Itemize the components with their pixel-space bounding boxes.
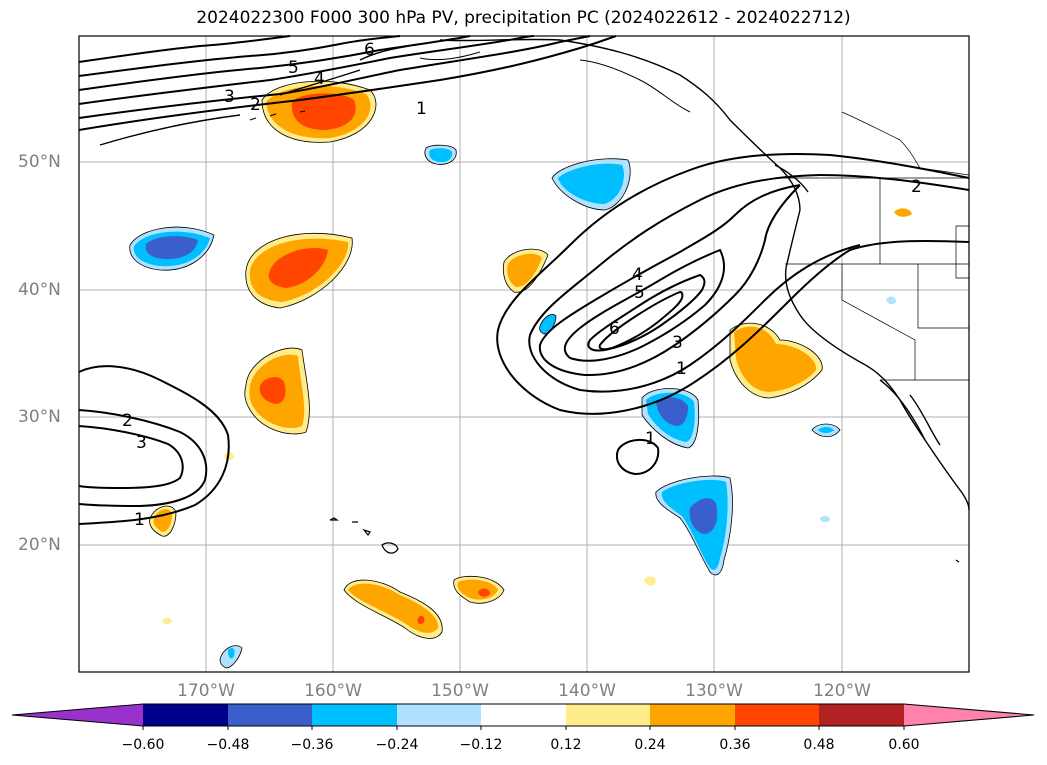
- pv-contour: [78, 35, 535, 105]
- colorbar-tick-label: −0.12: [459, 737, 503, 753]
- precip-shading: [129, 81, 912, 668]
- lon-label: 160°W: [304, 681, 362, 701]
- colorbar-tick-label: 0.36: [719, 737, 751, 753]
- contour-label: 6: [609, 319, 620, 339]
- colorbar-segment: [819, 704, 904, 726]
- contour-label: 5: [634, 283, 645, 303]
- contour-label: 1: [676, 359, 687, 379]
- colorbar: [11, 703, 1035, 730]
- colorbar-segment: [481, 704, 566, 726]
- pv-contour: [563, 248, 725, 362]
- precip-positive-area: [644, 576, 656, 586]
- map-title: 2024022300 F000 300 hPa PV, precipitatio…: [196, 8, 851, 28]
- lat-label: 40°N: [18, 280, 61, 300]
- contour-label: 3: [136, 433, 147, 453]
- contour-label: 4: [314, 69, 325, 89]
- contour-label: 1: [645, 429, 656, 449]
- pv-contour: [598, 290, 684, 351]
- lat-label: 50°N: [18, 152, 61, 172]
- pv-contour: [78, 409, 208, 508]
- colorbar-tick-label: 0.48: [803, 737, 835, 753]
- contour-label: 2: [250, 95, 261, 115]
- precip-positive-area: [478, 588, 490, 597]
- pv-contour: [496, 152, 970, 415]
- contour-label: 5: [288, 58, 299, 78]
- lat-label: 20°N: [18, 535, 61, 555]
- plot-frame: [78, 35, 970, 673]
- political-borders: [780, 111, 970, 381]
- pv-contour: [78, 35, 617, 131]
- plot-area: 6 5 4 3 2 1 2 3 1 4 5 6 3 1 1 2: [78, 35, 970, 673]
- precip-positive-area: [734, 326, 817, 392]
- lon-label: 120°W: [813, 681, 871, 701]
- contour-label: 3: [224, 87, 235, 107]
- colorbar-segment: [312, 704, 397, 726]
- pv-contour: [78, 365, 230, 525]
- contour-label: 4: [632, 265, 643, 285]
- lon-label: 170°W: [177, 681, 235, 701]
- lon-label: 150°W: [431, 681, 489, 701]
- precip-negative-area: [429, 148, 453, 163]
- precip-negative-area: [539, 314, 556, 334]
- lon-label: 130°W: [685, 681, 743, 701]
- colorbar-extend-min: [12, 704, 143, 726]
- precip-positive-area: [268, 248, 328, 288]
- pv-contours: [78, 35, 970, 525]
- precip-negative-area: [689, 498, 718, 534]
- colorbar-segment: [397, 704, 481, 726]
- precip-positive-area: [162, 617, 172, 625]
- colorbar-tick-label: −0.60: [121, 737, 165, 753]
- colorbar-extend-max: [904, 704, 1034, 726]
- pv-contour: [538, 184, 801, 377]
- precip-positive-area: [507, 253, 542, 288]
- colorbar-segment: [228, 704, 312, 726]
- contour-labels: 6 5 4 3 2 1 2 3 1 4 5 6 3 1 1 2: [122, 40, 922, 530]
- pv-contour: [78, 35, 291, 63]
- precip-outlines: [129, 80, 841, 669]
- colorbar-tick-label: 0.12: [550, 737, 582, 753]
- colorbar-segment: [650, 704, 735, 726]
- colorbar-tick-label: 0.60: [888, 737, 920, 753]
- contour-label: 1: [134, 510, 145, 530]
- precip-negative-area: [145, 236, 198, 260]
- precip-negative-area: [820, 515, 830, 523]
- colorbar-segment: [143, 704, 228, 726]
- contour-label: 6: [364, 40, 375, 60]
- precip-positive-area: [417, 615, 425, 625]
- pv-contour: [78, 35, 401, 77]
- precip-negative-area: [228, 648, 235, 659]
- precip-positive-area: [259, 377, 286, 404]
- colorbar-tick-label: 0.24: [634, 737, 666, 753]
- pv-contour: [78, 35, 591, 119]
- precip-negative-area: [818, 427, 834, 433]
- precip-negative-area: [558, 163, 624, 204]
- pv-contour: [616, 439, 660, 476]
- precip-negative-area: [886, 296, 896, 305]
- lat-label: 30°N: [18, 407, 61, 427]
- contour-label: 2: [122, 411, 133, 431]
- colorbar-tick-label: −0.24: [375, 737, 419, 753]
- pv-contour: [78, 425, 184, 490]
- pv-contour: [78, 35, 471, 91]
- lon-label: 140°W: [558, 681, 616, 701]
- coastlines: [99, 38, 970, 563]
- colorbar-tick-label: −0.36: [290, 737, 334, 753]
- contour-label: 2: [911, 177, 922, 197]
- pv-contour: [528, 173, 970, 393]
- colorbar-tick-label: −0.48: [206, 737, 250, 753]
- colorbar-segment: [735, 704, 819, 726]
- precip-positive-area: [348, 583, 439, 633]
- precip-negative-area: [656, 397, 688, 426]
- contour-label: 1: [416, 99, 427, 119]
- colorbar-segment: [566, 704, 650, 726]
- precip-positive-area: [291, 93, 356, 130]
- precip-positive-area: [894, 208, 912, 217]
- contour-label: 3: [672, 333, 683, 353]
